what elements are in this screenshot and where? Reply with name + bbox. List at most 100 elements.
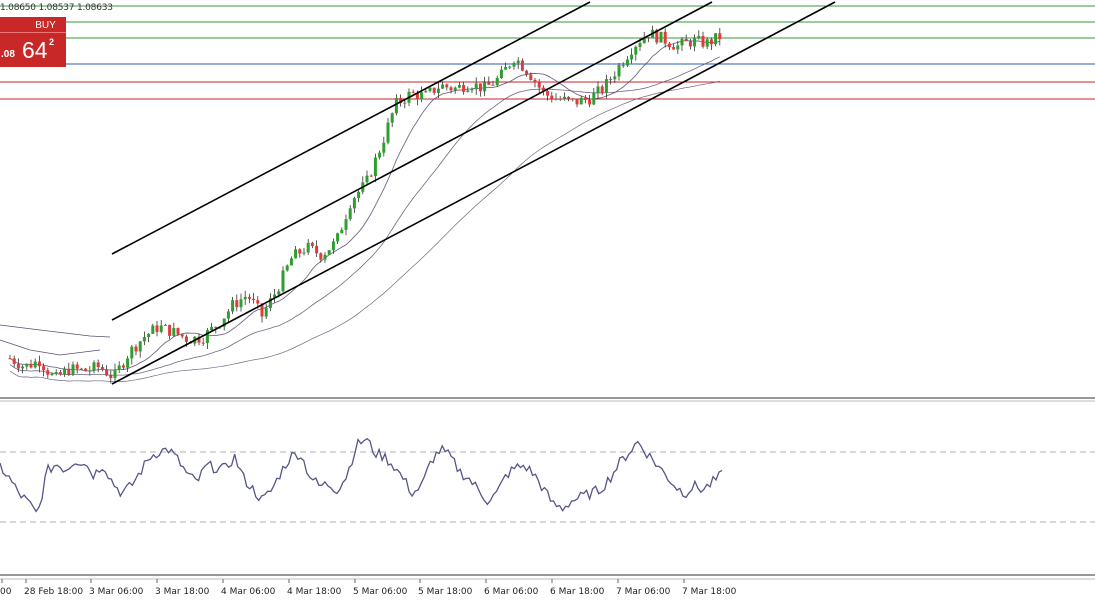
bull-candle [634,46,638,55]
bear-candle [84,368,88,372]
bear-candle [520,60,524,71]
bull-candle [642,37,646,44]
bull-candle [512,62,516,67]
bull-candle [424,91,428,93]
bull-candle [159,325,163,332]
bear-candle [260,303,264,317]
bull-candle [453,87,457,91]
bull-candle [495,78,499,86]
bear-candle [550,95,554,100]
bull-candle [54,372,58,375]
time-axis-label: 5 Mar 18:00 [418,587,473,597]
bear-candle [491,84,495,86]
bull-candle [554,98,558,100]
candles [8,25,722,384]
price-display-bg [0,17,25,67]
moving-averages [0,40,720,382]
bear-candle [487,82,491,85]
bear-candle [672,47,676,50]
bear-candle [121,365,125,368]
moving-average-line [9,40,720,372]
channel-line [111,1,836,385]
bull-candle [88,370,92,372]
bear-candle [12,358,16,364]
bull-candle [331,241,335,251]
bear-candle [646,37,650,39]
bear-candle [529,74,533,80]
time-axis-label: 3 Mar 06:00 [89,587,144,597]
time-axis-label: 4 Mar 18:00 [287,587,342,597]
bull-candle [604,79,608,93]
bear-candle [16,363,20,369]
bear-candle [134,346,138,352]
buy-button[interactable]: BUY [25,17,66,67]
bear-candle [415,92,419,100]
bear-candle [432,87,436,93]
price-prefix: .08 [1,49,15,60]
time-axis-label: 6 Mar 18:00 [550,587,605,597]
bear-candle [621,65,625,67]
bear-candle [29,363,33,368]
bull-candle [508,66,512,68]
bull-candle [130,346,134,359]
bear-candle [197,336,201,343]
bear-candle [583,97,587,100]
bear-candle [445,84,449,88]
time-axis-label: 4 Mar 06:00 [221,587,276,597]
one-click-trade-panel: 0 ▲ BUY .08 64 2 [0,15,66,67]
bull-candle [386,122,390,143]
bull-candle [243,296,247,300]
buy-separator [0,32,66,33]
bull-candle [289,258,293,266]
bear-candle [369,175,373,177]
bear-candle [176,327,180,335]
moving-average-line [0,324,111,338]
bull-candle [151,325,155,334]
bear-candle [688,41,692,47]
bull-candle [630,54,634,60]
bear-candle [298,249,302,254]
bull-candle [613,76,617,80]
bull-candle [268,298,272,309]
bear-candle [525,70,529,75]
bull-candle [273,294,277,299]
bear-candle [75,364,79,369]
bull-candle [172,327,176,336]
ohlc-readout: 1.08650 1.08537 1.08633 [0,3,113,13]
bear-candle [667,43,671,48]
price-big-digits: 64 [22,37,48,63]
bull-candle [71,364,75,375]
bear-candle [571,98,575,100]
bull-candle [281,270,285,292]
bull-candle [126,358,130,368]
bull-candle [676,45,680,50]
bull-candle [264,308,268,317]
bear-candle [399,98,403,104]
bull-candle [638,43,642,47]
bull-candle [50,374,54,376]
bear-candle [155,325,159,332]
bull-candle [516,60,520,63]
bull-candle [625,59,629,66]
bull-candle [323,254,327,260]
bull-candle [302,252,306,254]
bear-candle [100,367,104,370]
bull-candle [617,65,621,77]
bear-candle [462,84,466,92]
bear-candle [214,326,218,328]
bull-candle [138,341,142,352]
bull-candle [294,249,298,259]
bull-candle [373,157,377,177]
bull-candle [327,250,331,255]
bull-candle [163,324,167,326]
price-superscript: 2 [49,37,55,47]
moving-average-line [9,56,720,376]
time-axis-label: 6 Mar 06:00 [484,587,539,597]
bull-candle [466,90,470,92]
bear-candle [96,362,100,368]
bull-candle [79,368,83,370]
bull-candle [239,299,243,308]
bear-candle [588,99,592,105]
bull-candle [348,208,352,220]
bull-candle [693,38,697,47]
